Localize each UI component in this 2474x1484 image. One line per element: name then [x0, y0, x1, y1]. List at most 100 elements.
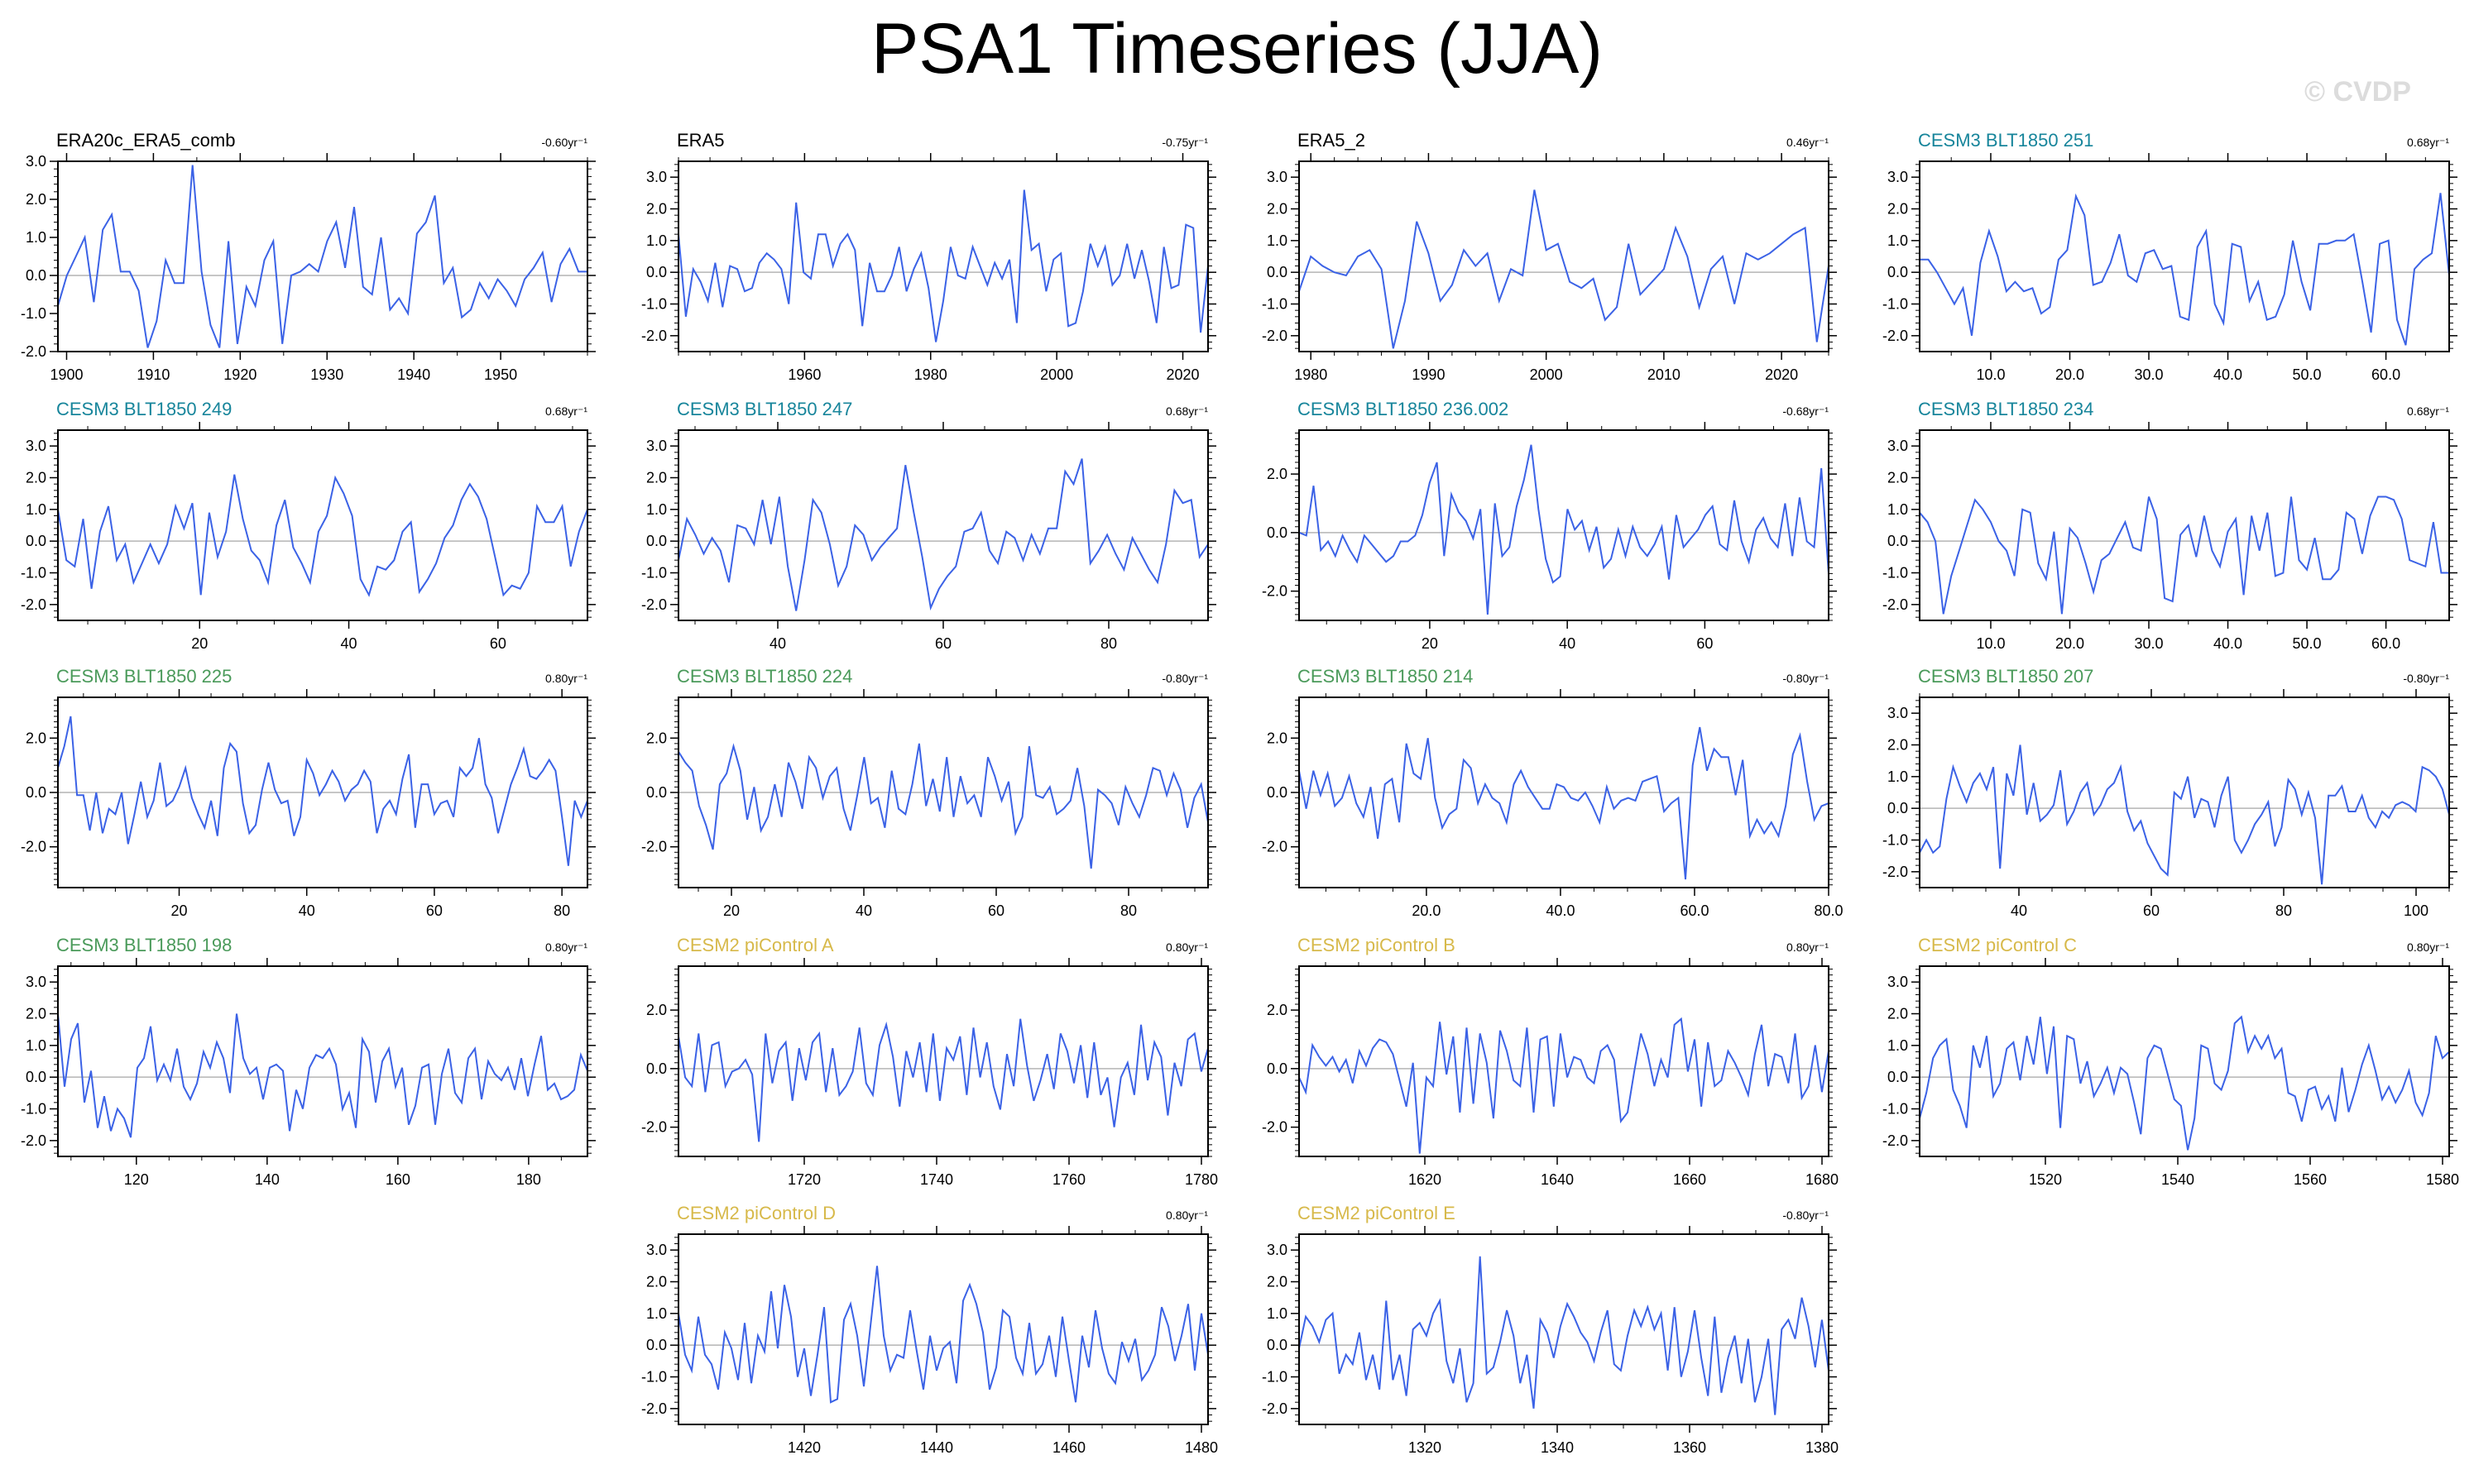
chart-panel: CESM2 piControl E -0.80yr⁻¹ 3.0 2.0 1.0 0.0 -1… — [1262, 1203, 1839, 1456]
y-tick-label: 1.0 — [646, 1305, 667, 1322]
page-title: PSA1 Timeseries (JJA) — [870, 9, 1604, 89]
y-tick-label: -1.0 — [21, 1101, 46, 1118]
y-tick-label: 1.0 — [26, 229, 46, 246]
y-tick-label: 2.0 — [26, 191, 46, 208]
x-tick-label: 1950 — [484, 366, 517, 383]
x-tick-label: 1640 — [1541, 1171, 1574, 1188]
x-tick-label: 1910 — [137, 366, 170, 383]
x-tick-label: 40 — [299, 902, 315, 919]
series-line — [678, 1266, 1209, 1404]
x-tick-label: 1920 — [223, 366, 257, 383]
x-tick-label: 2000 — [1530, 366, 1563, 383]
x-tick-label: 2010 — [1647, 366, 1680, 383]
y-tick-label: 2.0 — [1887, 470, 1908, 486]
panel-trend: -0.75yr⁻¹ — [1162, 136, 1208, 149]
y-tick-label: -1.0 — [641, 1369, 667, 1386]
series-line — [57, 716, 588, 866]
x-tick-label: 80 — [2275, 902, 2292, 919]
y-tick-label: 2.0 — [1887, 737, 1908, 754]
y-tick-label: 2.0 — [646, 1274, 667, 1290]
chart-panel: CESM3 BLT1850 249 0.68yr⁻¹ 3.0 2.0 1.0 0.0 -1.… — [21, 399, 596, 652]
x-tick-label: 1540 — [2161, 1171, 2194, 1188]
y-tick-label: -2.0 — [641, 839, 667, 855]
panel-title: CESM3 BLT1850 249 — [56, 399, 232, 419]
plot-frame — [57, 160, 588, 352]
y-tick-label: 0.0 — [1267, 524, 1287, 541]
x-tick-label: 60 — [426, 902, 443, 919]
x-tick-label: 1780 — [1185, 1171, 1218, 1188]
x-tick-label: 100 — [2404, 902, 2428, 919]
y-tick-label: -1.0 — [1882, 565, 1908, 582]
x-tick-label: 1440 — [920, 1439, 953, 1456]
panel-title: CESM3 BLT1850 207 — [1918, 666, 2093, 687]
x-tick-label: 1460 — [1052, 1439, 1086, 1456]
x-tick-label: 60.0 — [2371, 635, 2400, 652]
x-tick-label: 20 — [191, 635, 208, 652]
x-tick-label: 50.0 — [2293, 366, 2322, 383]
panel-trend: -0.80yr⁻¹ — [1162, 672, 1208, 685]
x-tick-label: 1420 — [788, 1439, 821, 1456]
x-tick-label: 1620 — [1408, 1171, 1441, 1188]
plot-frame — [1298, 965, 1829, 1157]
x-tick-label: 40.0 — [1546, 902, 1575, 919]
panel-trend: 0.68yr⁻¹ — [1166, 405, 1208, 418]
x-tick-label: 80 — [554, 902, 570, 919]
panel-trend: -0.80yr⁻¹ — [1782, 672, 1829, 685]
y-tick-label: 3.0 — [1267, 169, 1287, 185]
y-tick-label: 1.0 — [646, 232, 667, 249]
y-tick-label: -2.0 — [1882, 596, 1908, 613]
y-tick-label: 2.0 — [1267, 730, 1287, 746]
y-tick-label: 2.0 — [646, 201, 667, 218]
y-tick-label: 2.0 — [26, 730, 46, 746]
y-tick-label: -1.0 — [21, 565, 46, 582]
y-tick-label: 0.0 — [1267, 784, 1287, 801]
plot-frame — [57, 965, 588, 1157]
x-tick-label: 20 — [723, 902, 740, 919]
y-tick-label: -1.0 — [1882, 1101, 1908, 1118]
y-tick-label: -2.0 — [641, 1400, 667, 1417]
plot-frame — [1298, 1233, 1829, 1425]
series-line — [678, 1018, 1209, 1142]
x-tick-label: 1680 — [1805, 1171, 1839, 1188]
x-tick-label: 10.0 — [1976, 366, 2005, 383]
x-tick-label: 60.0 — [2371, 366, 2400, 383]
series-line — [1919, 744, 2450, 885]
series-line — [678, 189, 1209, 342]
x-tick-label: 1900 — [50, 366, 83, 383]
y-tick-label: 0.0 — [646, 1337, 667, 1353]
series-line — [1298, 1017, 1829, 1154]
x-tick-label: 40 — [1559, 635, 1575, 652]
plot-frame — [57, 429, 588, 621]
series-line — [57, 165, 587, 348]
plot-frame — [678, 160, 1209, 352]
chart-panel: ERA20c_ERA5_comb -0.60yr⁻¹ 3.0 2.0 1.0 0.0 -1.… — [21, 130, 596, 383]
x-tick-label: 60 — [2143, 902, 2160, 919]
x-tick-label: 1380 — [1805, 1439, 1839, 1456]
series-line — [1298, 444, 1829, 615]
x-tick-label: 30.0 — [2134, 366, 2163, 383]
y-tick-label: 3.0 — [1267, 1242, 1287, 1258]
y-tick-label: 2.0 — [26, 470, 46, 486]
y-tick-label: 0.0 — [26, 533, 46, 549]
y-tick-label: 0.0 — [646, 784, 667, 801]
y-tick-label: 0.0 — [26, 784, 46, 801]
panel-title: CESM2 piControl E — [1297, 1203, 1455, 1223]
series-line — [57, 474, 588, 597]
watermark: © CVDP — [2304, 76, 2411, 108]
y-tick-label: -2.0 — [21, 343, 46, 360]
x-tick-label: 1960 — [788, 366, 821, 383]
series-line — [57, 1013, 588, 1138]
y-tick-label: -2.0 — [641, 1119, 667, 1136]
y-tick-label: -2.0 — [1882, 328, 1908, 344]
y-tick-label: -1.0 — [1882, 832, 1908, 849]
y-tick-label: 1.0 — [26, 1037, 46, 1054]
y-tick-label: -2.0 — [1262, 839, 1287, 855]
x-tick-label: 1990 — [1412, 366, 1445, 383]
y-tick-label: -2.0 — [641, 328, 667, 344]
x-tick-label: 1660 — [1673, 1171, 1706, 1188]
y-tick-label: -2.0 — [1882, 1132, 1908, 1149]
panel-title: CESM3 BLT1850 251 — [1918, 130, 2093, 151]
x-tick-label: 1940 — [397, 366, 430, 383]
panel-trend: -0.60yr⁻¹ — [541, 136, 587, 149]
x-tick-label: 2020 — [1765, 366, 1798, 383]
